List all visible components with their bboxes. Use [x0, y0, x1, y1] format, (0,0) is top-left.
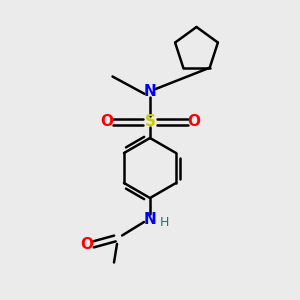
- Text: O: O: [187, 114, 200, 129]
- Text: S: S: [145, 114, 155, 129]
- Text: N: N: [144, 84, 156, 99]
- Text: N: N: [144, 212, 156, 226]
- Text: O: O: [80, 237, 94, 252]
- Text: H: H: [160, 216, 169, 229]
- Text: O: O: [100, 114, 113, 129]
